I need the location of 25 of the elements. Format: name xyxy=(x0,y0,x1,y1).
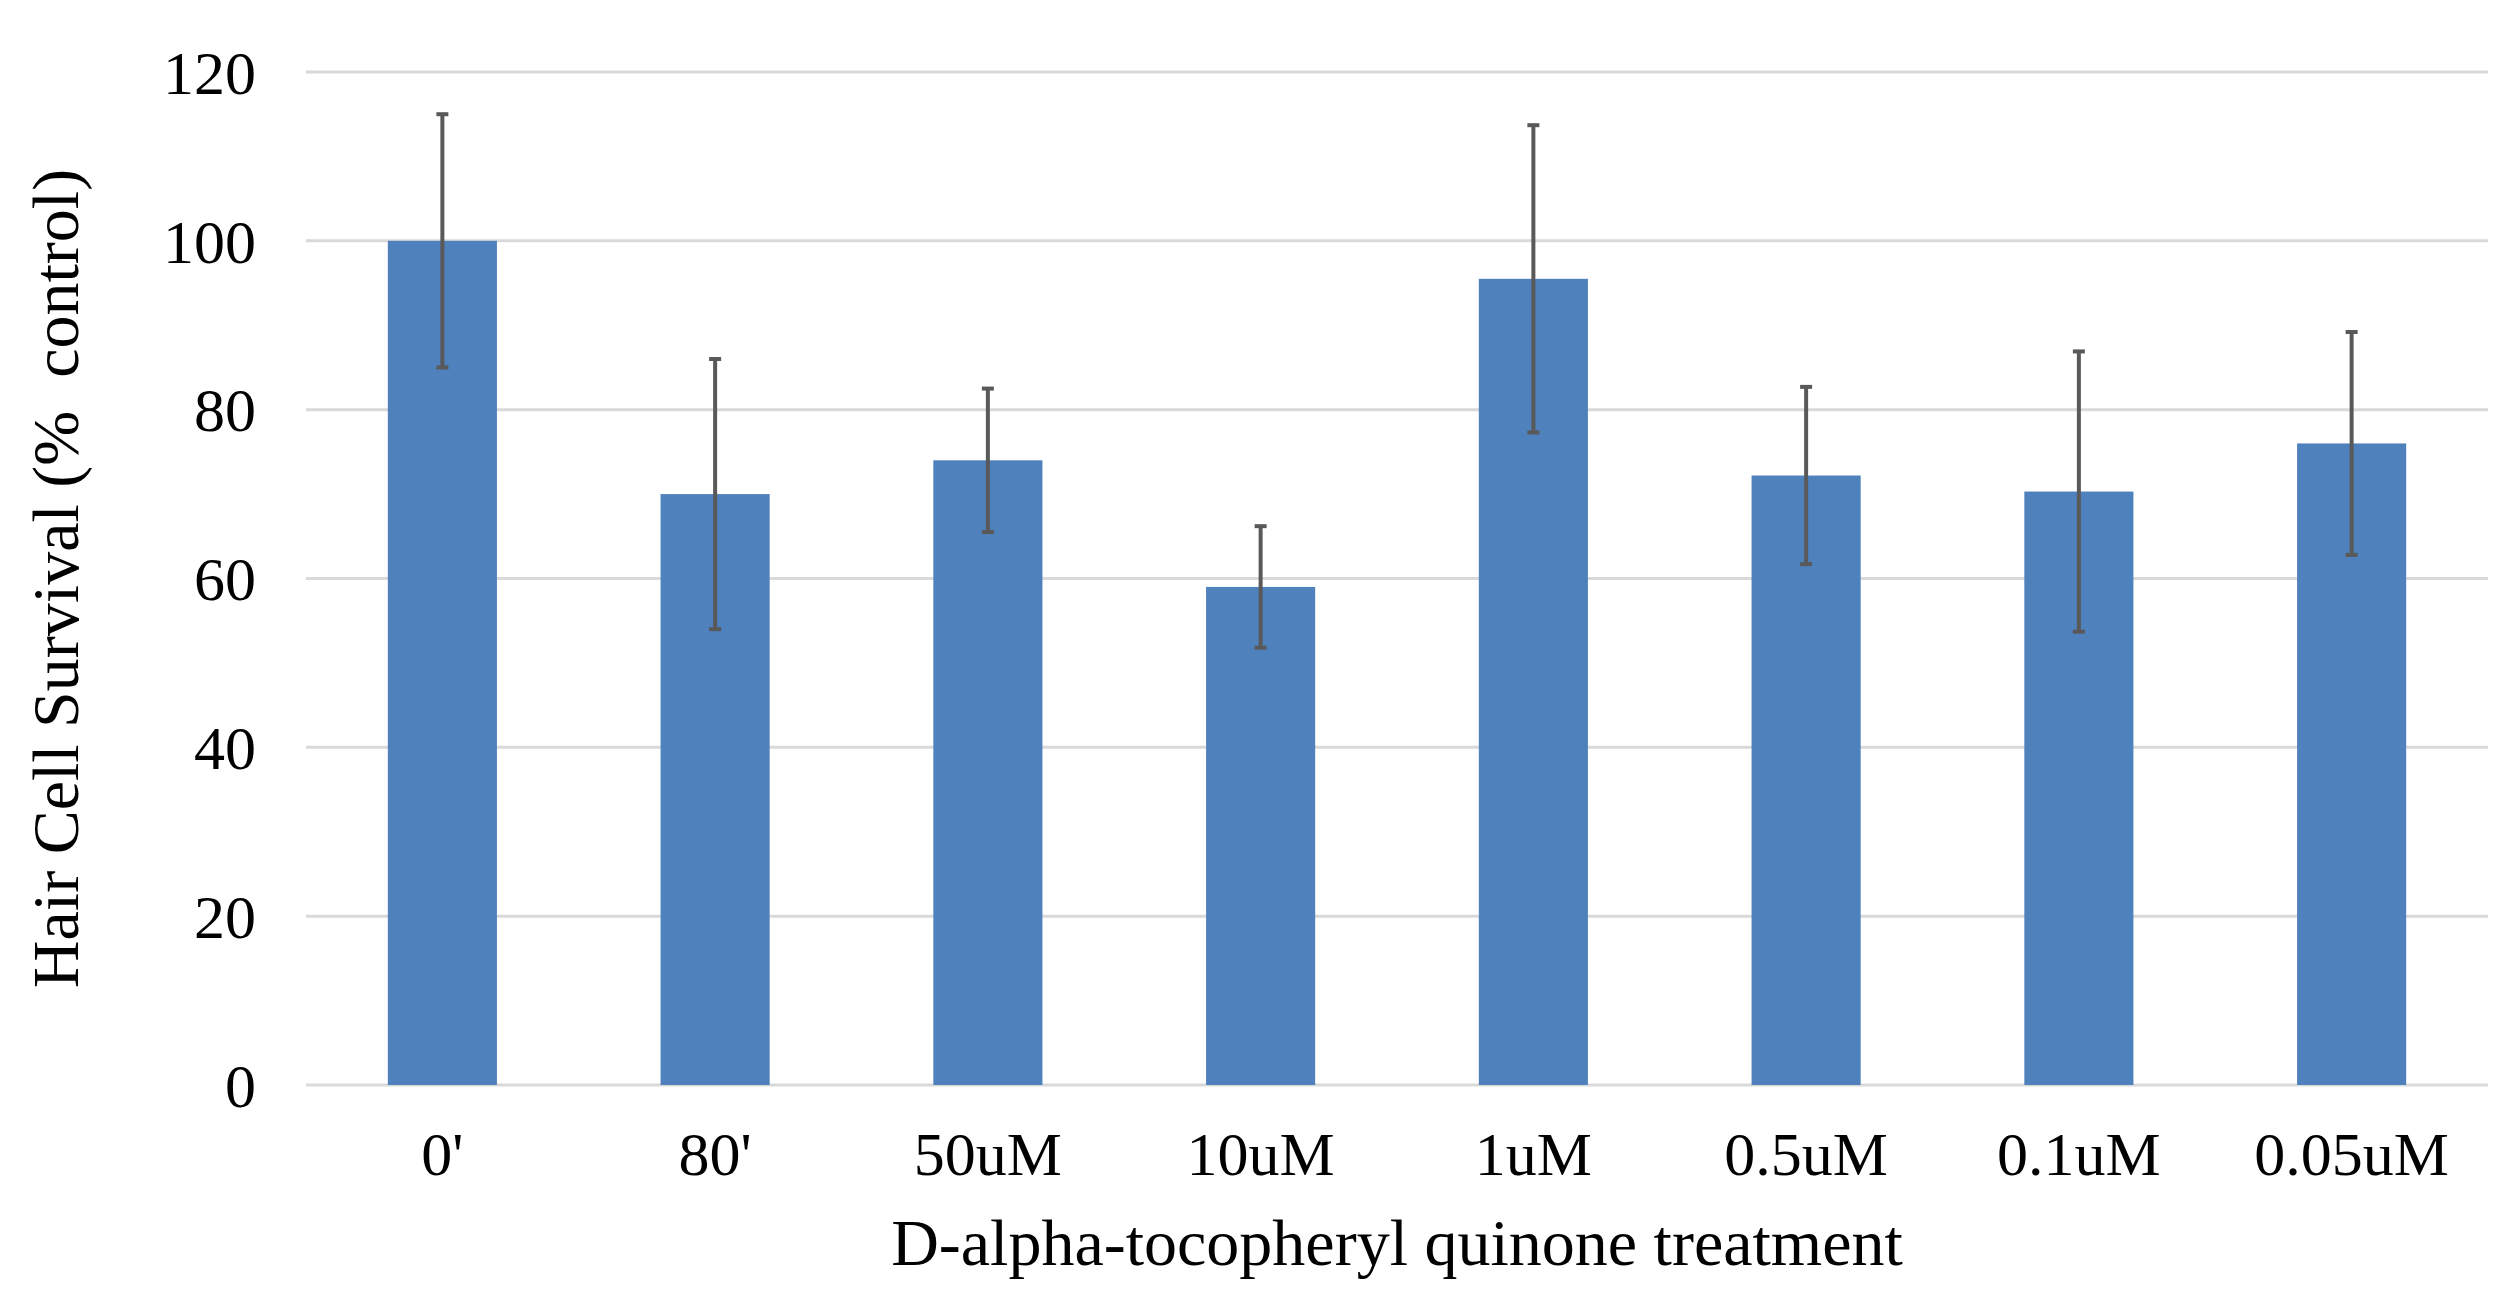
y-tick-label: 80 xyxy=(194,376,256,445)
x-axis-title: D-alpha-tocopheryl quinone treatment xyxy=(891,1206,1903,1279)
x-tick-label: 0.05uM xyxy=(2254,1120,2449,1188)
x-tick-label: 0.1uM xyxy=(1997,1120,2161,1188)
y-tick-label: 100 xyxy=(163,207,256,276)
x-tick-label: 0.5uM xyxy=(1724,1120,1888,1188)
y-tick-label: 0 xyxy=(225,1051,256,1120)
x-tick-label: 80' xyxy=(678,1120,752,1188)
bar xyxy=(1478,278,1588,1085)
bar xyxy=(2297,443,2407,1085)
x-tick-label: 50uM xyxy=(913,1120,1062,1188)
bar xyxy=(2024,491,2134,1085)
bar xyxy=(933,460,1043,1085)
x-tick-label: 0' xyxy=(421,1120,464,1188)
bar xyxy=(660,494,770,1085)
bar xyxy=(1206,586,1316,1085)
bar xyxy=(1751,475,1861,1085)
bar xyxy=(387,240,497,1085)
x-tick-label: 1uM xyxy=(1474,1120,1592,1188)
y-tick-label: 120 xyxy=(163,38,256,107)
y-tick-label: 60 xyxy=(194,545,256,614)
y-axis-title: Hair Cell Survival (% control) xyxy=(19,168,93,989)
x-tick-label: 10uM xyxy=(1186,1120,1335,1188)
y-tick-label: 40 xyxy=(194,714,256,783)
y-tick-label: 20 xyxy=(194,882,256,951)
